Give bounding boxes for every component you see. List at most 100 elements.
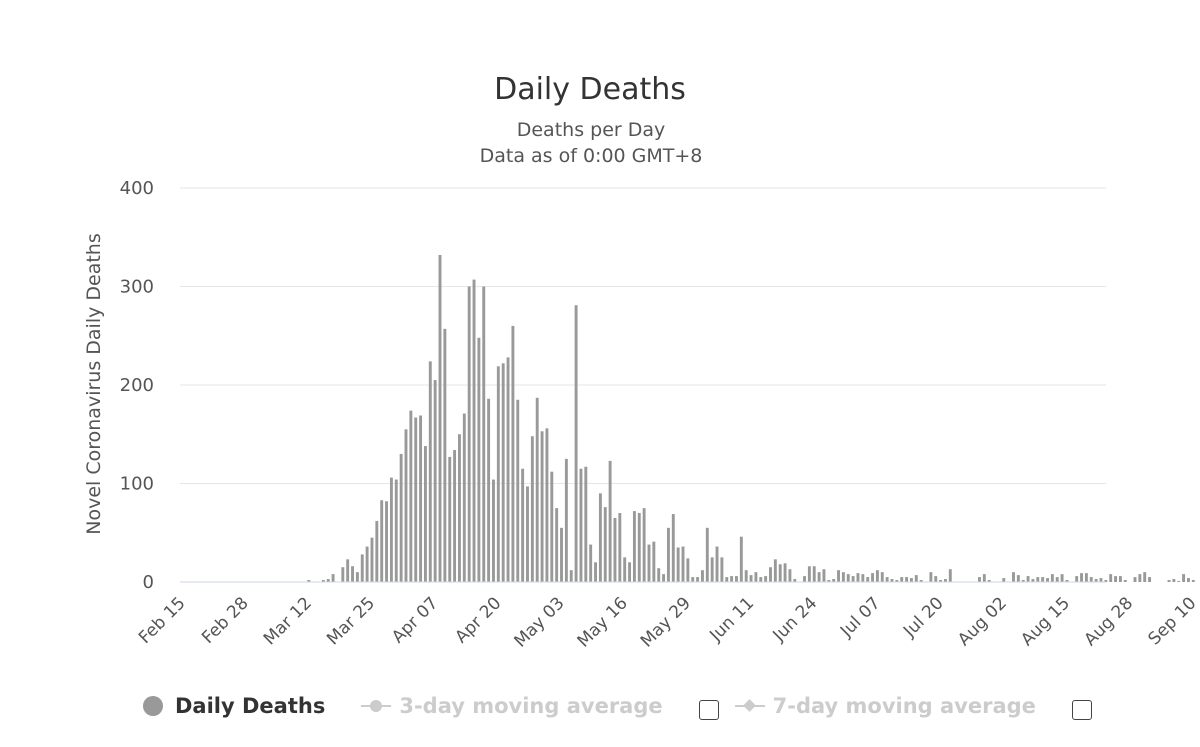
- bar: [487, 398, 491, 582]
- bar: [1143, 572, 1147, 582]
- bar: [1012, 572, 1015, 582]
- chart-legend: Daily Deaths 3-day moving average 7-day …: [140, 688, 1092, 724]
- bar: [1065, 580, 1069, 582]
- bar: [642, 508, 646, 583]
- bar: [632, 511, 636, 582]
- bar: [472, 279, 476, 582]
- bar: [851, 576, 855, 582]
- bar: [404, 429, 408, 582]
- legend-item-7-day-average[interactable]: 7-day moving average: [734, 694, 1036, 718]
- bar: [705, 527, 709, 582]
- bar: [1002, 578, 1006, 582]
- bar: [496, 366, 500, 582]
- legend-label: 3-day moving average: [399, 694, 663, 718]
- bar: [730, 576, 734, 582]
- bar: [555, 508, 559, 583]
- bar: [944, 579, 947, 582]
- bar: [914, 575, 918, 582]
- bar: [871, 573, 874, 582]
- bar: [759, 577, 763, 582]
- bar: [1099, 578, 1103, 582]
- bar: [803, 576, 806, 582]
- bar: [433, 380, 437, 582]
- bar: [807, 566, 811, 582]
- bar: [1050, 574, 1054, 582]
- legend-label: Daily Deaths: [175, 694, 326, 718]
- x-tick-label: Apr 07: [388, 593, 442, 647]
- bar: [710, 557, 714, 583]
- bar: [749, 575, 753, 582]
- bar: [389, 477, 393, 582]
- y-tick-label: 0: [143, 572, 154, 593]
- bar: [696, 577, 700, 582]
- x-tick-label: Aug 28: [1081, 593, 1138, 650]
- bar: [613, 517, 617, 582]
- x-tick-label: May 03: [511, 593, 569, 651]
- bar: [1075, 576, 1079, 582]
- x-tick-label: Mar 25: [323, 593, 379, 649]
- chart-subtitle-line-1: Deaths per Day: [517, 119, 666, 141]
- bar: [516, 399, 520, 582]
- bar: [380, 500, 384, 582]
- bar: [837, 570, 840, 582]
- bar: [1094, 579, 1098, 582]
- bar: [905, 577, 909, 582]
- bar: [540, 431, 544, 582]
- bar: [1016, 575, 1020, 582]
- bar: [1060, 574, 1064, 582]
- bar: [788, 569, 792, 582]
- bar: [866, 577, 870, 582]
- bar: [681, 546, 685, 582]
- legend-label: 7-day moving average: [772, 694, 1036, 718]
- legend-item-3-day-average[interactable]: 3-day moving average: [361, 694, 663, 718]
- bar: [720, 557, 724, 583]
- bar: [535, 397, 539, 582]
- toggle-3-day-average-checkbox[interactable]: [698, 700, 719, 720]
- bar: [686, 558, 690, 582]
- chart-title: Daily Deaths: [494, 72, 686, 107]
- bar: [1172, 579, 1176, 582]
- bar: [346, 559, 350, 582]
- bar: [598, 493, 602, 582]
- x-tick-label: Jul 20: [899, 593, 947, 641]
- bar: [919, 580, 923, 582]
- bar: [355, 572, 359, 582]
- bar: [666, 527, 670, 582]
- x-tick-label: May 16: [574, 593, 632, 651]
- bar: [360, 554, 364, 582]
- bar: [462, 413, 466, 582]
- bar: [1046, 578, 1049, 582]
- bar: [982, 574, 986, 582]
- bar: [428, 361, 432, 582]
- bar: [662, 574, 666, 582]
- x-tick-label: Aug 15: [1017, 593, 1074, 650]
- bar: [1191, 580, 1195, 582]
- bar: [841, 572, 845, 582]
- bar: [414, 417, 418, 582]
- bar: [846, 574, 850, 582]
- bar: [1182, 574, 1186, 582]
- bar: [812, 566, 816, 582]
- bar: [773, 559, 777, 582]
- bar: [691, 577, 695, 582]
- bar: [744, 570, 748, 582]
- bar: [385, 501, 388, 582]
- bar: [550, 471, 554, 582]
- legend-item-daily-deaths[interactable]: Daily Deaths: [140, 694, 325, 718]
- bar: [453, 450, 457, 582]
- bar: [530, 436, 534, 582]
- y-tick-label: 200: [120, 375, 154, 396]
- legend-line-circle-icon: [361, 696, 392, 716]
- bar: [458, 434, 461, 582]
- x-tick-label: Mar 12: [260, 593, 316, 649]
- bar: [1089, 577, 1093, 582]
- bar: [647, 544, 651, 582]
- toggle-7-day-average-checkbox[interactable]: [1071, 700, 1092, 720]
- bar: [1109, 574, 1113, 582]
- bar: [589, 544, 593, 582]
- bar: [769, 567, 772, 582]
- bar: [545, 428, 549, 582]
- bar: [375, 520, 379, 582]
- bar: [579, 468, 583, 582]
- bar: [875, 570, 879, 582]
